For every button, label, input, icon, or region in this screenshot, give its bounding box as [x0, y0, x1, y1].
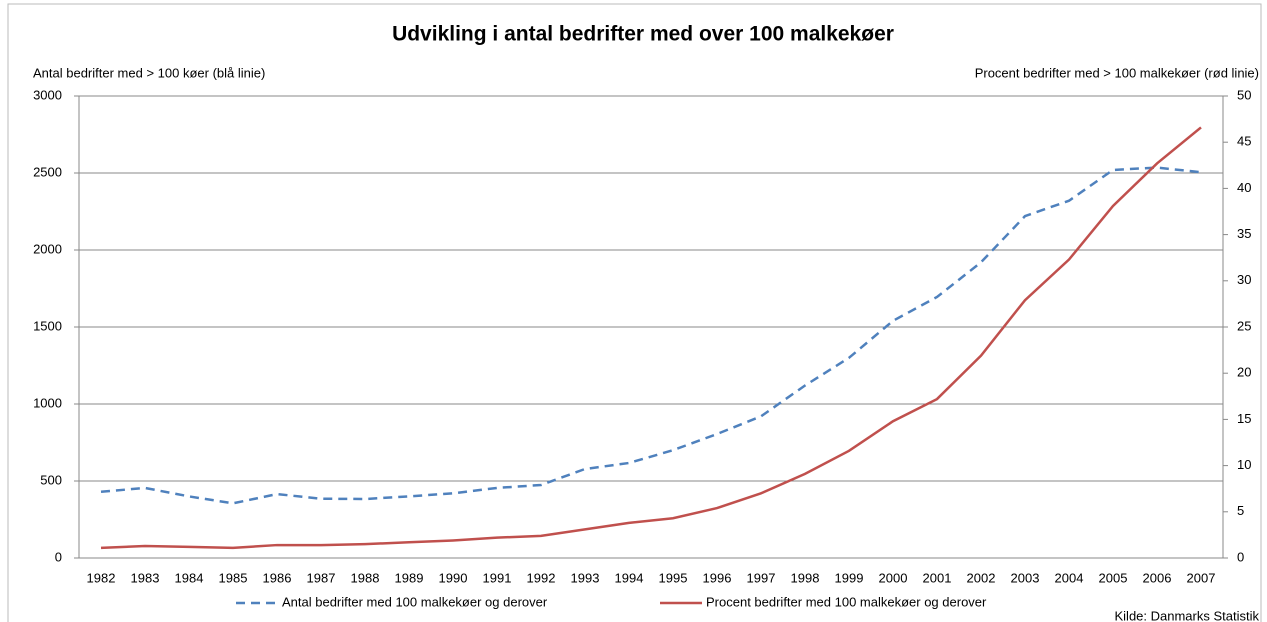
y-tick-label: 3000: [33, 87, 62, 102]
x-tick-label: 1996: [703, 570, 732, 585]
y2-axis-label: Procent bedrifter med > 100 malkekøer (r…: [975, 65, 1259, 80]
x-tick-label: 2003: [1011, 570, 1040, 585]
y2-tick-label: 30: [1237, 272, 1251, 287]
y-axis-label: Antal bedrifter med > 100 køer (blå lini…: [33, 65, 265, 80]
x-tick-label: 1991: [483, 570, 512, 585]
chart-title: Udvikling i antal bedrifter med over 100…: [392, 23, 894, 46]
y-tick-label: 0: [55, 549, 62, 564]
x-tick-label: 1987: [307, 570, 336, 585]
x-tick-label: 2000: [879, 570, 908, 585]
x-tick-label: 1992: [527, 570, 556, 585]
x-tick-label: 1998: [791, 570, 820, 585]
y2-tick-label: 5: [1237, 503, 1244, 518]
x-tick-label: 1985: [219, 570, 248, 585]
legend-label: Procent bedrifter med 100 malkekøer og d…: [706, 594, 987, 609]
x-tick-label: 1982: [87, 570, 116, 585]
x-tick-label: 1988: [351, 570, 380, 585]
y2-tick-label: 0: [1237, 549, 1244, 564]
x-tick-label: 2005: [1099, 570, 1128, 585]
x-tick-label: 1997: [747, 570, 776, 585]
y-tick-label: 500: [40, 472, 62, 487]
x-tick-label: 1989: [395, 570, 424, 585]
x-tick-label: 2006: [1143, 570, 1172, 585]
series-line: [100, 166, 1202, 505]
y2-tick-label: 25: [1237, 318, 1251, 333]
y2-tick-label: 40: [1237, 180, 1251, 195]
series-line: [100, 126, 1202, 550]
y2-tick-label: 35: [1237, 226, 1251, 241]
y2-tick-label: 45: [1237, 134, 1251, 149]
y-tick-label: 1500: [33, 318, 62, 333]
x-tick-label: 1993: [571, 570, 600, 585]
x-tick-label: 1994: [615, 570, 644, 585]
y-tick-label: 2500: [33, 164, 62, 179]
x-tick-label: 1983: [131, 570, 160, 585]
y2-tick-label: 50: [1237, 87, 1251, 102]
y2-tick-label: 15: [1237, 411, 1251, 426]
y2-tick-label: 10: [1237, 457, 1251, 472]
x-tick-label: 1995: [659, 570, 688, 585]
legend-label: Antal bedrifter med 100 malkekøer og der…: [282, 594, 548, 609]
x-tick-label: 1990: [439, 570, 468, 585]
x-tick-label: 2004: [1055, 570, 1084, 585]
source: Kilde: Danmarks Statistik: [1115, 608, 1260, 622]
x-tick-label: 2001: [923, 570, 952, 585]
y-tick-label: 1000: [33, 395, 62, 410]
y-tick-label: 2000: [33, 241, 62, 256]
y2-tick-label: 20: [1237, 365, 1251, 380]
x-tick-label: 1984: [175, 570, 204, 585]
chart-frame: [7, 3, 1262, 622]
x-tick-label: 2002: [967, 570, 996, 585]
x-tick-label: 2007: [1187, 570, 1216, 585]
x-tick-label: 1999: [835, 570, 864, 585]
x-tick-label: 1986: [263, 570, 292, 585]
